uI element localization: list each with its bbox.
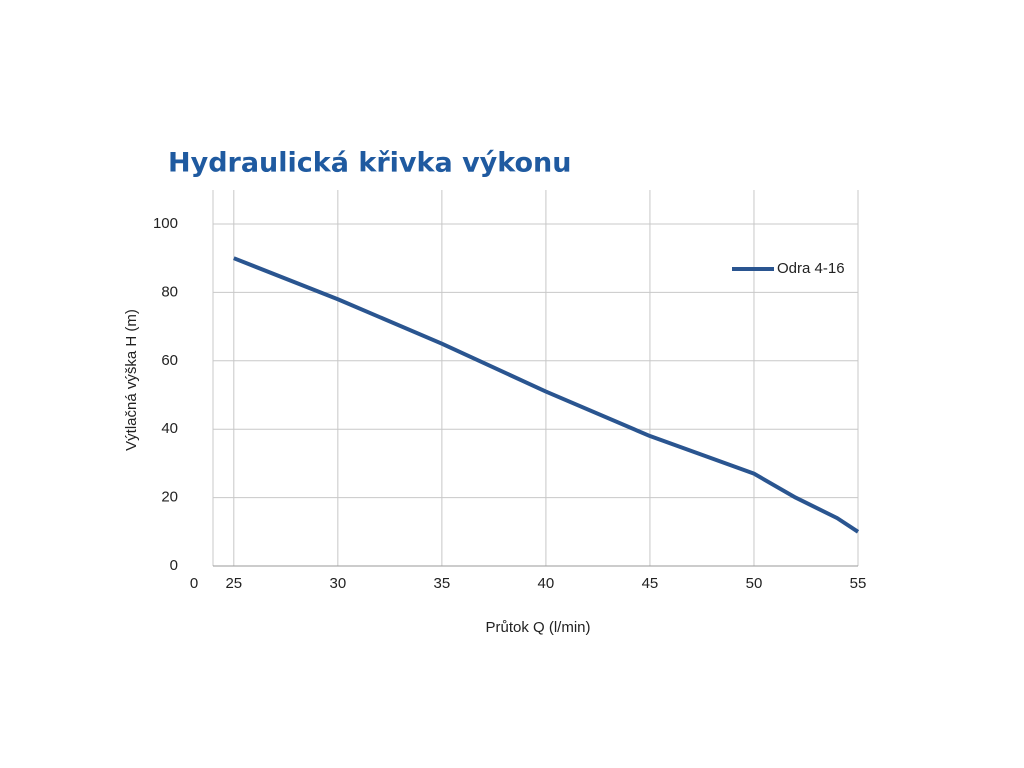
y-tick-label: 60 <box>161 352 178 369</box>
x-tick-label: 30 <box>329 575 346 592</box>
y-tick-label: 100 <box>153 215 178 232</box>
y-axis-label: Výtlačná výška H (m) <box>123 309 140 451</box>
x-tick-label: 50 <box>746 575 763 592</box>
x-tick-label: 35 <box>434 575 451 592</box>
y-tick-label: 0 <box>170 557 178 574</box>
x-tick-label: 45 <box>642 575 659 592</box>
x-tick-label: 0 <box>190 575 198 592</box>
x-tick-label: 55 <box>850 575 867 592</box>
data-line <box>233 256 860 534</box>
x-tick-label: 25 <box>225 575 242 592</box>
y-tick-label: 40 <box>161 420 178 437</box>
y-tick-label: 80 <box>161 283 178 300</box>
x-axis-label: Průtok Q (l/min) <box>485 619 590 636</box>
y-tick-label: 20 <box>161 489 178 506</box>
x-tick-label: 40 <box>538 575 555 592</box>
legend-label: Odra 4-16 <box>777 260 845 277</box>
chart-title: Hydraulická křivka výkonu <box>168 148 572 179</box>
